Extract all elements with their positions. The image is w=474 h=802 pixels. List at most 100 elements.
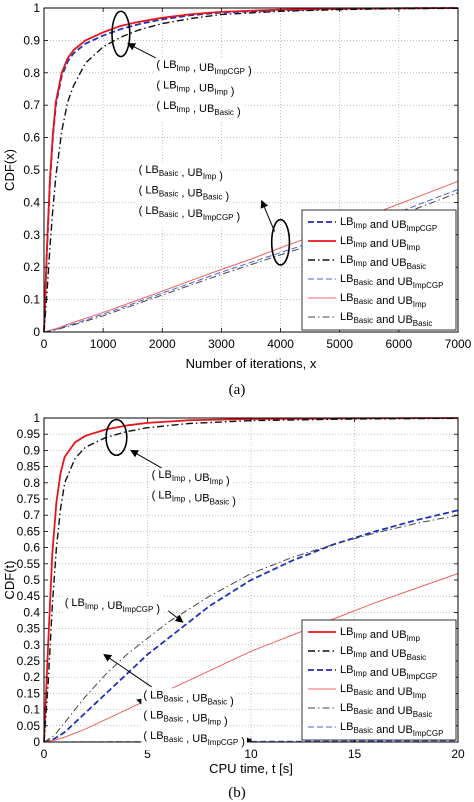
ticks: 0 5 10 15 2000.050.10.150.20.250.30.350.40.4… [17,411,465,761]
annotation-label: ( LBImp , UBImp ) [152,469,230,487]
legend-entry-2: LBImp and UBImp [340,235,420,252]
x-tick-label: 15 [348,747,362,761]
legend-entry-1: LBImp and UBImpCGP [340,216,437,233]
annotation-bg [141,729,247,751]
annotation-label: ( LBImp , UBImpCGP ) [156,59,251,77]
legend-entry-6: LBBasic and UBBasic [340,311,432,328]
annotation-bg [136,204,243,226]
annotation-bg [62,595,163,617]
legend-entry-3: LBImp and UBImpCGP [340,664,437,681]
y-axis-label: CDF(t) [2,561,17,600]
legend-entry-2: LBImp and UBBasic [340,645,426,662]
series-line-5 [43,514,459,743]
annotation-label: ( LBBasic , UBImpCGP ) [139,205,241,223]
y-tick-label: 0.15 [17,686,41,700]
y-tick-label: 0.95 [17,427,41,441]
annotation-label: ( LBImp , UBBasic ) [156,100,240,118]
annotation-ellipse [105,418,128,457]
figure-caption: (b) [228,785,246,801]
annotation-label: ( LBImp , UBImpCGP ) [65,597,160,615]
annotation-bg [136,183,232,205]
annotation-bg [141,688,236,710]
annotation-arrow [167,610,184,623]
legend-box [301,209,457,331]
legend-entry-5: LBBasic and UBImp [340,292,427,309]
legend: LBImp and UBImp LBImp and UBBasic LBImp an… [301,619,457,741]
annotation-bg [141,708,230,730]
y-tick-label: 0.65 [17,524,41,538]
legend-entry-5: LBBasic and UBBasic [340,702,432,719]
annotation-ellipse [270,218,291,266]
x-tick-label: 10 [244,747,258,761]
y-tick-label: 0.3 [23,638,40,652]
x-tick-label: 0 [41,337,48,351]
y-tick-label: 0.45 [17,589,41,603]
x-tick-label: 1000 [90,337,117,351]
annotation-bg [154,57,254,79]
chart-panel-a: 0 1000 2000 3000 4000 5000 6000 7000 0 0.1 0.2 0.3 0… [2,1,472,398]
y-tick-label: 0.55 [17,557,41,571]
y-tick-label: 0.9 [23,33,40,47]
annotation-bg [149,488,238,510]
x-tick-label: 4000 [267,337,294,351]
y-tick-label: 0 [33,325,40,339]
legend-entry-3: LBImp and UBBasic [340,254,426,271]
y-tick-label: 0 [33,735,40,749]
series-line-3 [43,509,459,743]
x-tick-label: 2000 [149,337,176,351]
y-tick-label: 0.6 [23,131,40,145]
annotation-bg [149,467,232,489]
annotations: ( LBImp , UBImpCGP ) ( LBImp , UBImp ) ( L… [111,10,291,266]
annotation-label: ( LBBasic , UBImpCGP ) [143,730,245,748]
y-tick-label: 0.2 [23,670,40,684]
annotation-label: ( LBBasic , UBImp ) [139,164,223,182]
annotation-ellipse [111,10,131,58]
annotation-arrow [103,653,152,688]
y-tick-label: 0.4 [23,195,40,209]
annotation-label: ( LBBasic , UBBasic ) [139,185,230,203]
legend-entry-6: LBBasic and UBImpCGP [340,721,443,738]
legend-box [301,619,457,741]
y-tick-label: 0.85 [17,460,41,474]
y-tick-label: 1 [33,411,40,425]
annotation-label: ( LBBasic , UBImp ) [143,710,227,728]
x-axis-label: Number of iterations, x [186,356,317,371]
series-line-1 [43,417,459,743]
series-line-2 [43,417,459,743]
y-tick-label: 0.8 [23,66,40,80]
figure-caption: (a) [229,382,246,398]
y-tick-label: 0.1 [23,293,40,307]
x-tick-label: 20 [451,747,465,761]
y-axis-label: CDF(x) [2,149,17,191]
x-tick-label: 3000 [208,337,235,351]
y-tick-label: 0.05 [17,719,41,733]
y-tick-label: 0.35 [17,622,41,636]
y-tick-label: 0.1 [23,703,40,717]
legend-entry-1: LBImp and UBImp [340,626,420,643]
y-tick-label: 0.8 [23,476,40,490]
legend-entry-4: LBBasic and UBImpCGP [340,273,443,290]
ticks: 0 1000 2000 3000 4000 5000 6000 7000 0 0.1 0.2 0.3 0… [23,1,471,351]
y-tick-label: 0.5 [23,163,40,177]
chart-panel-b: 0 5 10 15 2000.050.10.150.20.250.30.350.40.4… [2,411,465,801]
x-axis-label: CPU time, t [s] [209,761,293,776]
x-tick-label: 5 [144,747,151,761]
y-tick-label: 0.7 [23,98,40,112]
series-line-4 [43,188,459,333]
y-tick-label: 0.5 [23,573,40,587]
legend-entry-4: LBBasic and UBImp [340,683,427,700]
y-tick-label: 0.25 [17,654,41,668]
annotation-label: ( LBImp , UBImp ) [156,79,234,97]
y-tick-label: 0.4 [23,605,40,619]
y-tick-label: 0.75 [17,492,41,506]
annotation-bg [136,163,225,185]
annotation-bg [154,98,243,120]
x-tick-label: 7000 [445,337,472,351]
y-tick-label: 0.2 [23,260,40,274]
annotation-label: ( LBBasic , UBBasic ) [143,689,234,707]
x-tick-label: 5000 [326,337,353,351]
annotation-bg [154,78,237,100]
y-tick-label: 0.6 [23,541,40,555]
x-tick-label: 6000 [386,337,413,351]
